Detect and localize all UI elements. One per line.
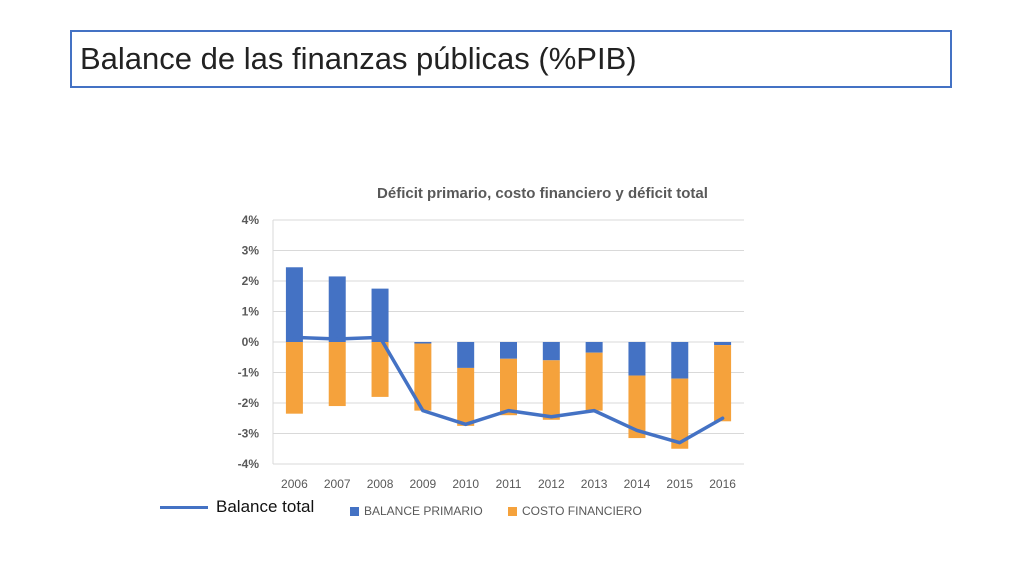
bar-costo-financiero (628, 375, 646, 439)
bar-balance-primario (628, 342, 646, 376)
bar-balance-primario (500, 342, 517, 359)
y-tick-label: 0% (242, 335, 260, 349)
point-balance-total (507, 409, 510, 413)
legend-balance-total-label: Balance total (216, 497, 315, 516)
bar-costo-financiero (328, 342, 346, 407)
bar-balance-primario (371, 288, 389, 342)
bar-costo-financiero (542, 360, 560, 420)
bar-costo-financiero (714, 345, 732, 422)
bar-costo-financiero (671, 378, 689, 449)
y-tick-label: 1% (242, 305, 260, 319)
point-balance-total (378, 335, 382, 339)
bar-costo-financiero (414, 343, 432, 411)
legend-costo-financiero-label: COSTO FINANCIERO (522, 504, 642, 518)
legend-balance-total: Balance total (160, 497, 314, 517)
x-tick-label: 2016 (709, 477, 736, 491)
legend-costo-financiero-swatch (508, 506, 517, 516)
bar-costo-financiero (500, 358, 517, 416)
legend-balance-primario: BALANCE PRIMARIO (350, 504, 483, 518)
point-balance-total (464, 422, 468, 426)
x-tick-label: 2006 (281, 477, 308, 491)
y-tick-label: 2% (242, 274, 260, 288)
x-tick-label: 2010 (452, 477, 479, 491)
point-balance-total (292, 335, 296, 339)
legend-balance-primario-swatch (350, 506, 359, 516)
x-tick-label: 2008 (367, 477, 394, 491)
point-balance-total (678, 441, 682, 445)
bar-balance-primario (328, 276, 346, 342)
bar-costo-financiero (371, 342, 389, 397)
y-tick-label: -4% (238, 457, 260, 471)
chart-title: Déficit primario, costo financiero y déf… (377, 185, 708, 202)
y-tick-label: 4% (242, 213, 260, 227)
legend-costo-financiero: COSTO FINANCIERO (508, 504, 642, 518)
bar-balance-primario (585, 342, 603, 353)
slide-title: Balance de las finanzas públicas (%PIB) (70, 30, 952, 88)
point-balance-total (335, 337, 339, 341)
x-tick-label: 2013 (581, 477, 608, 491)
bar-costo-financiero (457, 367, 475, 426)
bar-costo-financiero (285, 342, 303, 414)
y-tick-label: -2% (238, 396, 260, 410)
bar-balance-primario (542, 342, 560, 361)
bar-balance-primario (457, 342, 475, 368)
bar-balance-primario (671, 342, 689, 379)
y-tick-label: -1% (238, 366, 260, 380)
x-tick-label: 2012 (538, 477, 565, 491)
x-tick-label: 2007 (324, 477, 351, 491)
point-balance-total (635, 428, 639, 432)
bar-costo-financiero (585, 352, 603, 411)
point-balance-total (549, 415, 553, 419)
legend-line-swatch (160, 505, 208, 509)
y-tick-label: 3% (242, 244, 260, 258)
x-tick-label: 2009 (410, 477, 437, 491)
bar-balance-primario (714, 342, 732, 346)
point-balance-total (721, 416, 725, 420)
point-balance-total (421, 409, 425, 413)
point-balance-total (592, 409, 596, 413)
x-tick-label: 2014 (624, 477, 651, 491)
x-tick-label: 2011 (496, 477, 522, 491)
bar-balance-primario (414, 342, 432, 344)
bar-balance-primario (285, 267, 303, 342)
x-tick-label: 2015 (666, 477, 693, 491)
legend-balance-primario-label: BALANCE PRIMARIO (364, 504, 483, 518)
y-tick-label: -3% (238, 427, 260, 441)
